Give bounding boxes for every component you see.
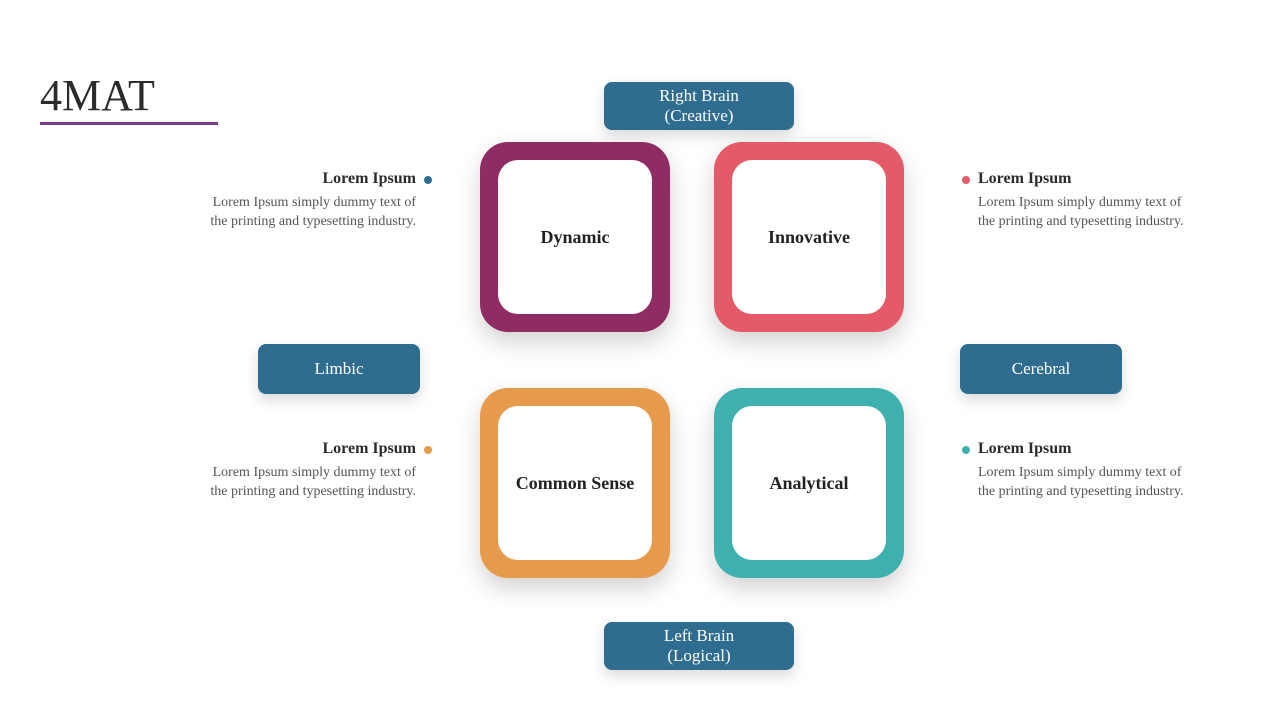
bullet-icon (424, 446, 432, 454)
axis-top-pill: Right Brain (Creative) (604, 82, 794, 130)
note-heading: Lorem Ipsum (196, 170, 416, 188)
note-body: Lorem Ipsum simply dummy text of the pri… (978, 464, 1198, 502)
side-right-label: Cerebral (1012, 359, 1071, 379)
side-right-pill: Cerebral (960, 344, 1122, 394)
note-bottom-right: Lorem Ipsum Lorem Ipsum simply dummy tex… (978, 440, 1198, 502)
quad-bottom-left-label: Common Sense (498, 406, 652, 560)
axis-bottom-line2: (Logical) (667, 646, 730, 666)
quad-bottom-right-label: Analytical (732, 406, 886, 560)
note-body: Lorem Ipsum simply dummy text of the pri… (196, 194, 416, 232)
quad-bottom-right: Analytical (714, 388, 904, 578)
axis-top-line2: (Creative) (665, 106, 734, 126)
note-heading: Lorem Ipsum (978, 170, 1198, 188)
note-top-right: Lorem Ipsum Lorem Ipsum simply dummy tex… (978, 170, 1198, 232)
diagram-stage: 4MAT Right Brain (Creative) Left Brain (… (0, 0, 1280, 720)
quad-top-left: Dynamic (480, 142, 670, 332)
quad-bottom-left: Common Sense (480, 388, 670, 578)
axis-bottom-pill: Left Brain (Logical) (604, 622, 794, 670)
bullet-icon (424, 176, 432, 184)
note-heading: Lorem Ipsum (196, 440, 416, 458)
note-top-left: Lorem Ipsum Lorem Ipsum simply dummy tex… (196, 170, 416, 232)
title-underline (40, 122, 218, 125)
note-bottom-left: Lorem Ipsum Lorem Ipsum simply dummy tex… (196, 440, 416, 502)
quad-top-right: Innovative (714, 142, 904, 332)
page-title: 4MAT (40, 70, 155, 121)
note-heading: Lorem Ipsum (978, 440, 1198, 458)
bullet-icon (962, 176, 970, 184)
side-left-pill: Limbic (258, 344, 420, 394)
note-body: Lorem Ipsum simply dummy text of the pri… (978, 194, 1198, 232)
side-left-label: Limbic (314, 359, 363, 379)
axis-bottom-line1: Left Brain (664, 626, 734, 646)
note-body: Lorem Ipsum simply dummy text of the pri… (196, 464, 416, 502)
bullet-icon (962, 446, 970, 454)
axis-top-line1: Right Brain (659, 86, 739, 106)
quad-top-right-label: Innovative (732, 160, 886, 314)
quad-top-left-label: Dynamic (498, 160, 652, 314)
